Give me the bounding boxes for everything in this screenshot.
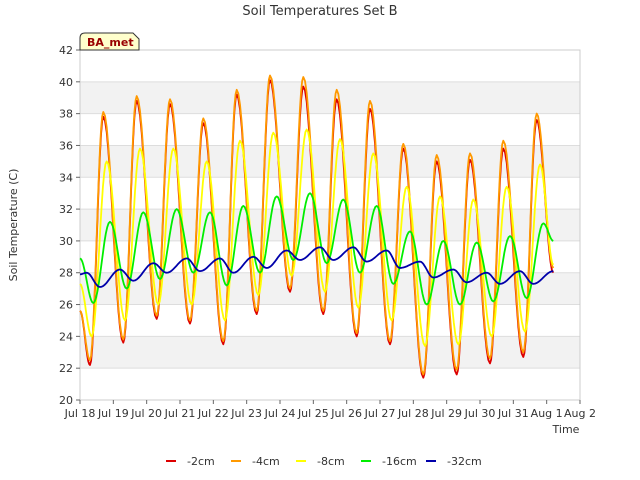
x-tick-label: Jul 21: [164, 407, 196, 420]
x-tick-label: Jul 31: [497, 407, 529, 420]
y-tick-label: 22: [59, 362, 73, 375]
y-tick-label: 30: [59, 235, 73, 248]
plot-band: [80, 145, 580, 178]
legend-label: -4cm: [252, 455, 280, 468]
legend-label: -32cm: [447, 455, 482, 468]
series-line-16cm: [79, 192, 554, 306]
plot-frame: [79, 49, 581, 401]
x-tick-label: Jul 25: [297, 407, 329, 420]
y-tick-label: 40: [59, 76, 73, 89]
x-tick-label: Jul 27: [364, 407, 396, 420]
x-tick-label: Jul 22: [197, 407, 229, 420]
x-tick-label: Jul 23: [230, 407, 262, 420]
x-tick-label: Jul 20: [130, 407, 162, 420]
x-axis-ticks: Jul 18 Jul 19 Jul 20 Jul 21 Jul 22 Jul 23 Jul …: [64, 400, 596, 420]
x-tick-label: Jul 24: [264, 407, 296, 420]
y-tick-label: 24: [59, 330, 73, 343]
x-tick-label: Aug 2: [564, 407, 596, 420]
x-tick-label: Aug 1: [531, 407, 563, 420]
series-line-4cm: [79, 74, 555, 376]
series-lines: [79, 74, 555, 379]
chart-title: Soil Temperatures Set B: [242, 4, 397, 19]
series-line-32cm: [79, 246, 554, 288]
x-tick-label: Jul 28: [397, 407, 429, 420]
x-tick-label: Jul 26: [330, 407, 362, 420]
badge-box: [79, 32, 140, 51]
y-tick-label: 36: [59, 139, 73, 152]
x-axis-label: Time: [552, 423, 580, 436]
x-tick-label: Jul 29: [430, 407, 462, 420]
y-tick-label: 42: [59, 44, 73, 57]
x-tick-label: Jul 19: [97, 407, 129, 420]
y-tick-label: 26: [59, 299, 73, 312]
y-axis-ticks: 20 22 24 26 28 30 32 34 36 38 40 42: [59, 44, 80, 407]
badge-label: BA_met: [87, 36, 134, 49]
y-tick-label: 28: [59, 267, 73, 280]
x-tick-label: Jul 18: [64, 407, 96, 420]
legend-label: -2cm: [187, 455, 215, 468]
y-tick-label: 34: [59, 171, 73, 184]
y-tick-label: 38: [59, 108, 73, 121]
legend: -2cm -4cm -8cm -16cm -32cm: [166, 455, 482, 468]
y-axis-label: Soil Temperature (C): [7, 169, 20, 282]
legend-label: -8cm: [317, 455, 345, 468]
y-tick-label: 32: [59, 203, 73, 216]
plot-band: [80, 81, 580, 114]
y-tick-label: 20: [59, 394, 73, 407]
plot-band: [80, 336, 580, 369]
legend-label: -16cm: [382, 455, 417, 468]
station-badge: BA_met: [79, 32, 140, 51]
x-tick-label: Jul 30: [464, 407, 496, 420]
